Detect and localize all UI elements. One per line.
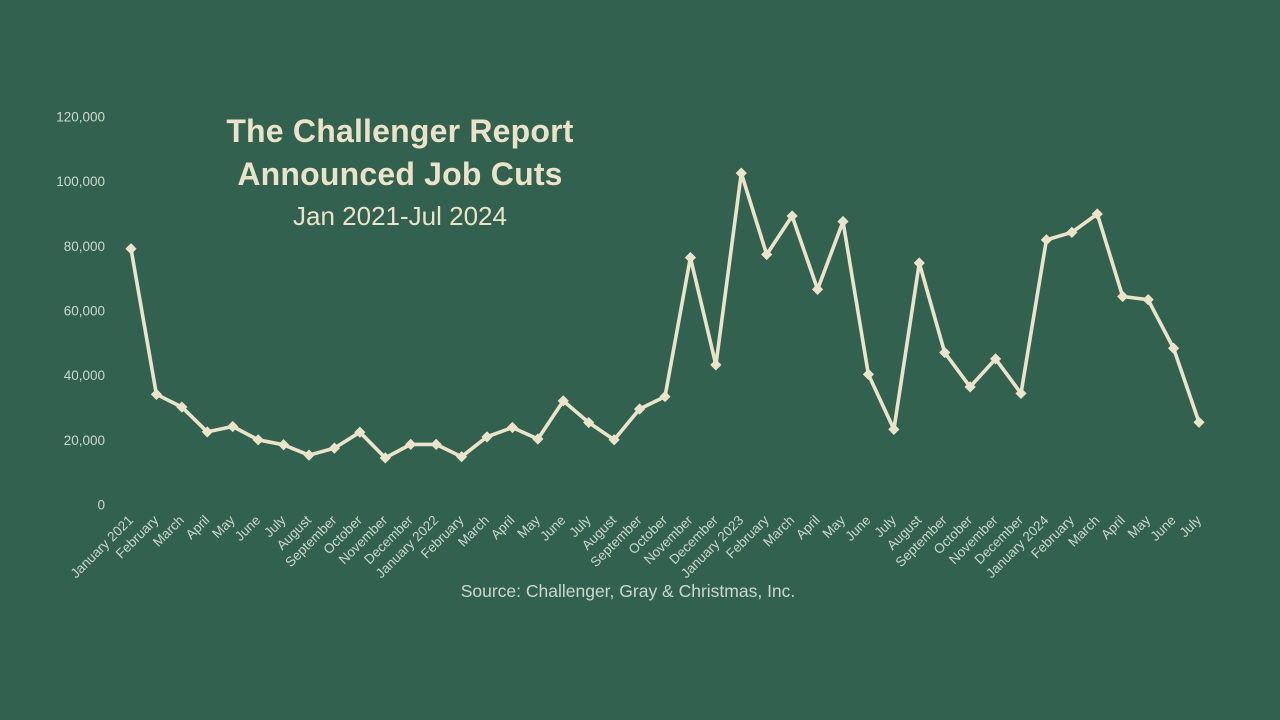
- x-axis-month-label: July: [1177, 512, 1205, 540]
- y-axis-tick-label: 0: [97, 498, 105, 513]
- data-point-marker: [277, 439, 290, 451]
- y-axis-tick-label: 120,000: [56, 110, 105, 125]
- data-point-marker: [328, 442, 341, 454]
- data-point-marker: [506, 421, 519, 434]
- data-point-marker: [1091, 208, 1103, 220]
- data-point-marker: [557, 395, 569, 407]
- data-point-marker: [1015, 387, 1027, 400]
- data-point-marker: [939, 346, 951, 359]
- x-axis-month-label: June: [1147, 513, 1178, 544]
- data-point-marker: [964, 381, 976, 393]
- data-point-marker: [786, 210, 798, 222]
- data-point-marker: [252, 434, 264, 446]
- data-point-marker: [735, 167, 747, 179]
- data-point-marker: [1066, 226, 1078, 238]
- x-axis-month-label: April: [793, 513, 823, 543]
- data-point-marker: [913, 257, 925, 269]
- data-point-marker: [1117, 290, 1129, 303]
- data-point-marker: [354, 426, 366, 438]
- data-point-marker: [379, 452, 391, 464]
- data-point-marker: [583, 416, 595, 429]
- x-axis-month-label: April: [1098, 513, 1128, 543]
- x-axis-month-label: May: [209, 512, 238, 541]
- x-axis-month-label: June: [537, 513, 568, 544]
- data-point-marker: [684, 251, 697, 264]
- data-point-marker: [176, 401, 188, 413]
- data-point-marker: [1167, 342, 1180, 354]
- data-point-marker: [1142, 294, 1154, 306]
- data-point-marker: [989, 353, 1002, 365]
- data-point-marker: [608, 434, 620, 446]
- x-axis-month-label: June: [232, 513, 263, 544]
- data-point-marker: [659, 390, 671, 403]
- data-point-marker: [150, 388, 163, 400]
- y-axis-tick-label: 80,000: [64, 239, 105, 254]
- data-point-marker: [532, 433, 544, 445]
- data-point-marker: [303, 449, 315, 461]
- y-axis-tick-label: 40,000: [64, 368, 105, 383]
- data-point-marker: [633, 403, 646, 415]
- data-point-marker: [888, 423, 900, 435]
- y-axis-tick-label: 100,000: [56, 174, 105, 189]
- job-cuts-series-line: [129, 171, 1201, 460]
- data-point-marker: [710, 359, 722, 371]
- y-axis-tick-label: 60,000: [64, 304, 105, 319]
- y-axis-tick-label: 20,000: [64, 433, 105, 448]
- data-point-marker: [481, 431, 493, 443]
- data-point-marker: [455, 451, 468, 463]
- data-point-marker: [862, 368, 875, 380]
- x-axis-month-label: April: [488, 513, 518, 543]
- chart-source: Source: Challenger, Gray & Christmas, In…: [460, 581, 796, 601]
- data-point-marker: [430, 438, 442, 450]
- data-point-marker: [201, 426, 213, 438]
- data-point-marker: [1193, 416, 1205, 428]
- data-point-marker: [811, 283, 824, 295]
- data-point-marker: [761, 248, 773, 261]
- data-point-marker: [125, 243, 137, 255]
- x-axis-month-label: May: [514, 512, 543, 541]
- data-point-marker: [227, 420, 239, 433]
- x-axis-month-label: May: [819, 512, 848, 541]
- x-axis-month-label: June: [842, 513, 873, 544]
- data-point-marker: [405, 438, 417, 450]
- x-axis-month-label: April: [183, 513, 213, 543]
- data-point-marker: [1040, 234, 1053, 246]
- data-point-marker: [837, 215, 849, 228]
- x-axis-month-label: May: [1125, 512, 1154, 541]
